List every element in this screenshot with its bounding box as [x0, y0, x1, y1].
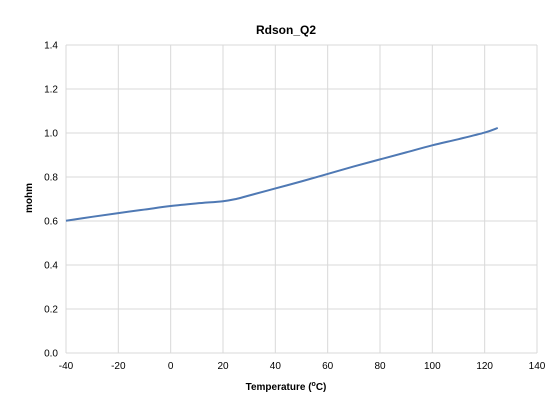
y-tick-label: 0.4	[44, 261, 58, 272]
x-tick-label: 20	[217, 361, 229, 372]
tick-labels: -40 -20 0 20 40 60 80 100 120 140 0.0 0.2 0.4 0.6 0.8 1…	[44, 41, 546, 373]
x-tick-label: 100	[424, 361, 441, 372]
y-tick-label: 0.6	[44, 217, 58, 228]
x-tick-label: 40	[270, 361, 282, 372]
x-axis-label-degree: o	[312, 381, 316, 388]
y-tick-label: 0.8	[44, 173, 58, 184]
x-tick-label: -40	[59, 361, 74, 372]
y-tick-label: 0.2	[44, 305, 58, 316]
y-tick-label: 1.0	[44, 129, 58, 140]
chart-title: Rdson_Q2	[256, 23, 316, 37]
y-tick-label: 1.2	[44, 85, 58, 96]
y-tick-label: 0.0	[44, 349, 58, 360]
y-axis-label: mohm	[24, 183, 35, 213]
x-tick-label: 0	[168, 361, 174, 372]
x-tick-label: -20	[111, 361, 126, 372]
x-tick-label: 60	[322, 361, 334, 372]
y-tick-label: 1.4	[44, 41, 58, 52]
x-axis-label-main: Temperature (	[246, 382, 313, 393]
x-axis-label-unit: C)	[316, 382, 327, 393]
series-line	[65, 126, 499, 222]
x-tick-label: 120	[476, 361, 493, 372]
x-tick-label: 80	[374, 361, 386, 372]
series-layer	[65, 126, 499, 222]
x-tick-label: 140	[529, 361, 546, 372]
grid-lines	[65, 44, 538, 354]
x-axis-label: Temperature (oC)	[246, 381, 327, 393]
